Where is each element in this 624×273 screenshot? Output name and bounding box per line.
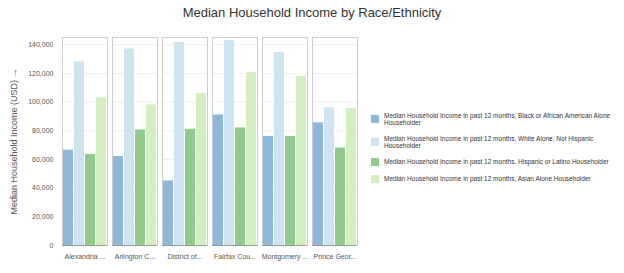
svg-text:40,000: 40,000 bbox=[32, 184, 54, 191]
svg-text:Fairfax Cou...: Fairfax Cou... bbox=[214, 253, 256, 260]
svg-text:100,000: 100,000 bbox=[28, 98, 53, 105]
svg-text:20,000: 20,000 bbox=[32, 213, 54, 220]
svg-text:Median Household Income (USD): Median Household Income (USD) → bbox=[9, 68, 19, 214]
html-text:Median Household Income in pas: Median Household Income in past 12 month… bbox=[384, 175, 591, 182]
svg-text:140,000: 140,000 bbox=[28, 41, 53, 48]
svg-text:Alexandria ...: Alexandria ... bbox=[65, 253, 106, 260]
svg-text:Arlington C...: Arlington C... bbox=[115, 253, 156, 261]
html-text:Median Household Income in pas: Median Household Income in past 12 month… bbox=[384, 158, 609, 165]
html-text:Median Household Income in pas: Median Household Income in past 12 month… bbox=[384, 134, 594, 149]
svg-text:Montgomery ...: Montgomery ... bbox=[262, 253, 309, 261]
svg-text:District of...: District of... bbox=[167, 253, 202, 260]
svg-text:0: 0 bbox=[50, 242, 54, 249]
svg-text:Prince Geor...: Prince Geor... bbox=[314, 253, 357, 260]
html-text:Median Household Income by Rac: Median Household Income by Race/Ethnicit… bbox=[182, 5, 442, 20]
svg-text:120,000: 120,000 bbox=[28, 70, 53, 77]
svg-text:80,000: 80,000 bbox=[32, 127, 54, 134]
svg-text:60,000: 60,000 bbox=[32, 156, 54, 163]
html-text:Median Household Income in pas: Median Household Income in past 12 month… bbox=[384, 111, 611, 126]
